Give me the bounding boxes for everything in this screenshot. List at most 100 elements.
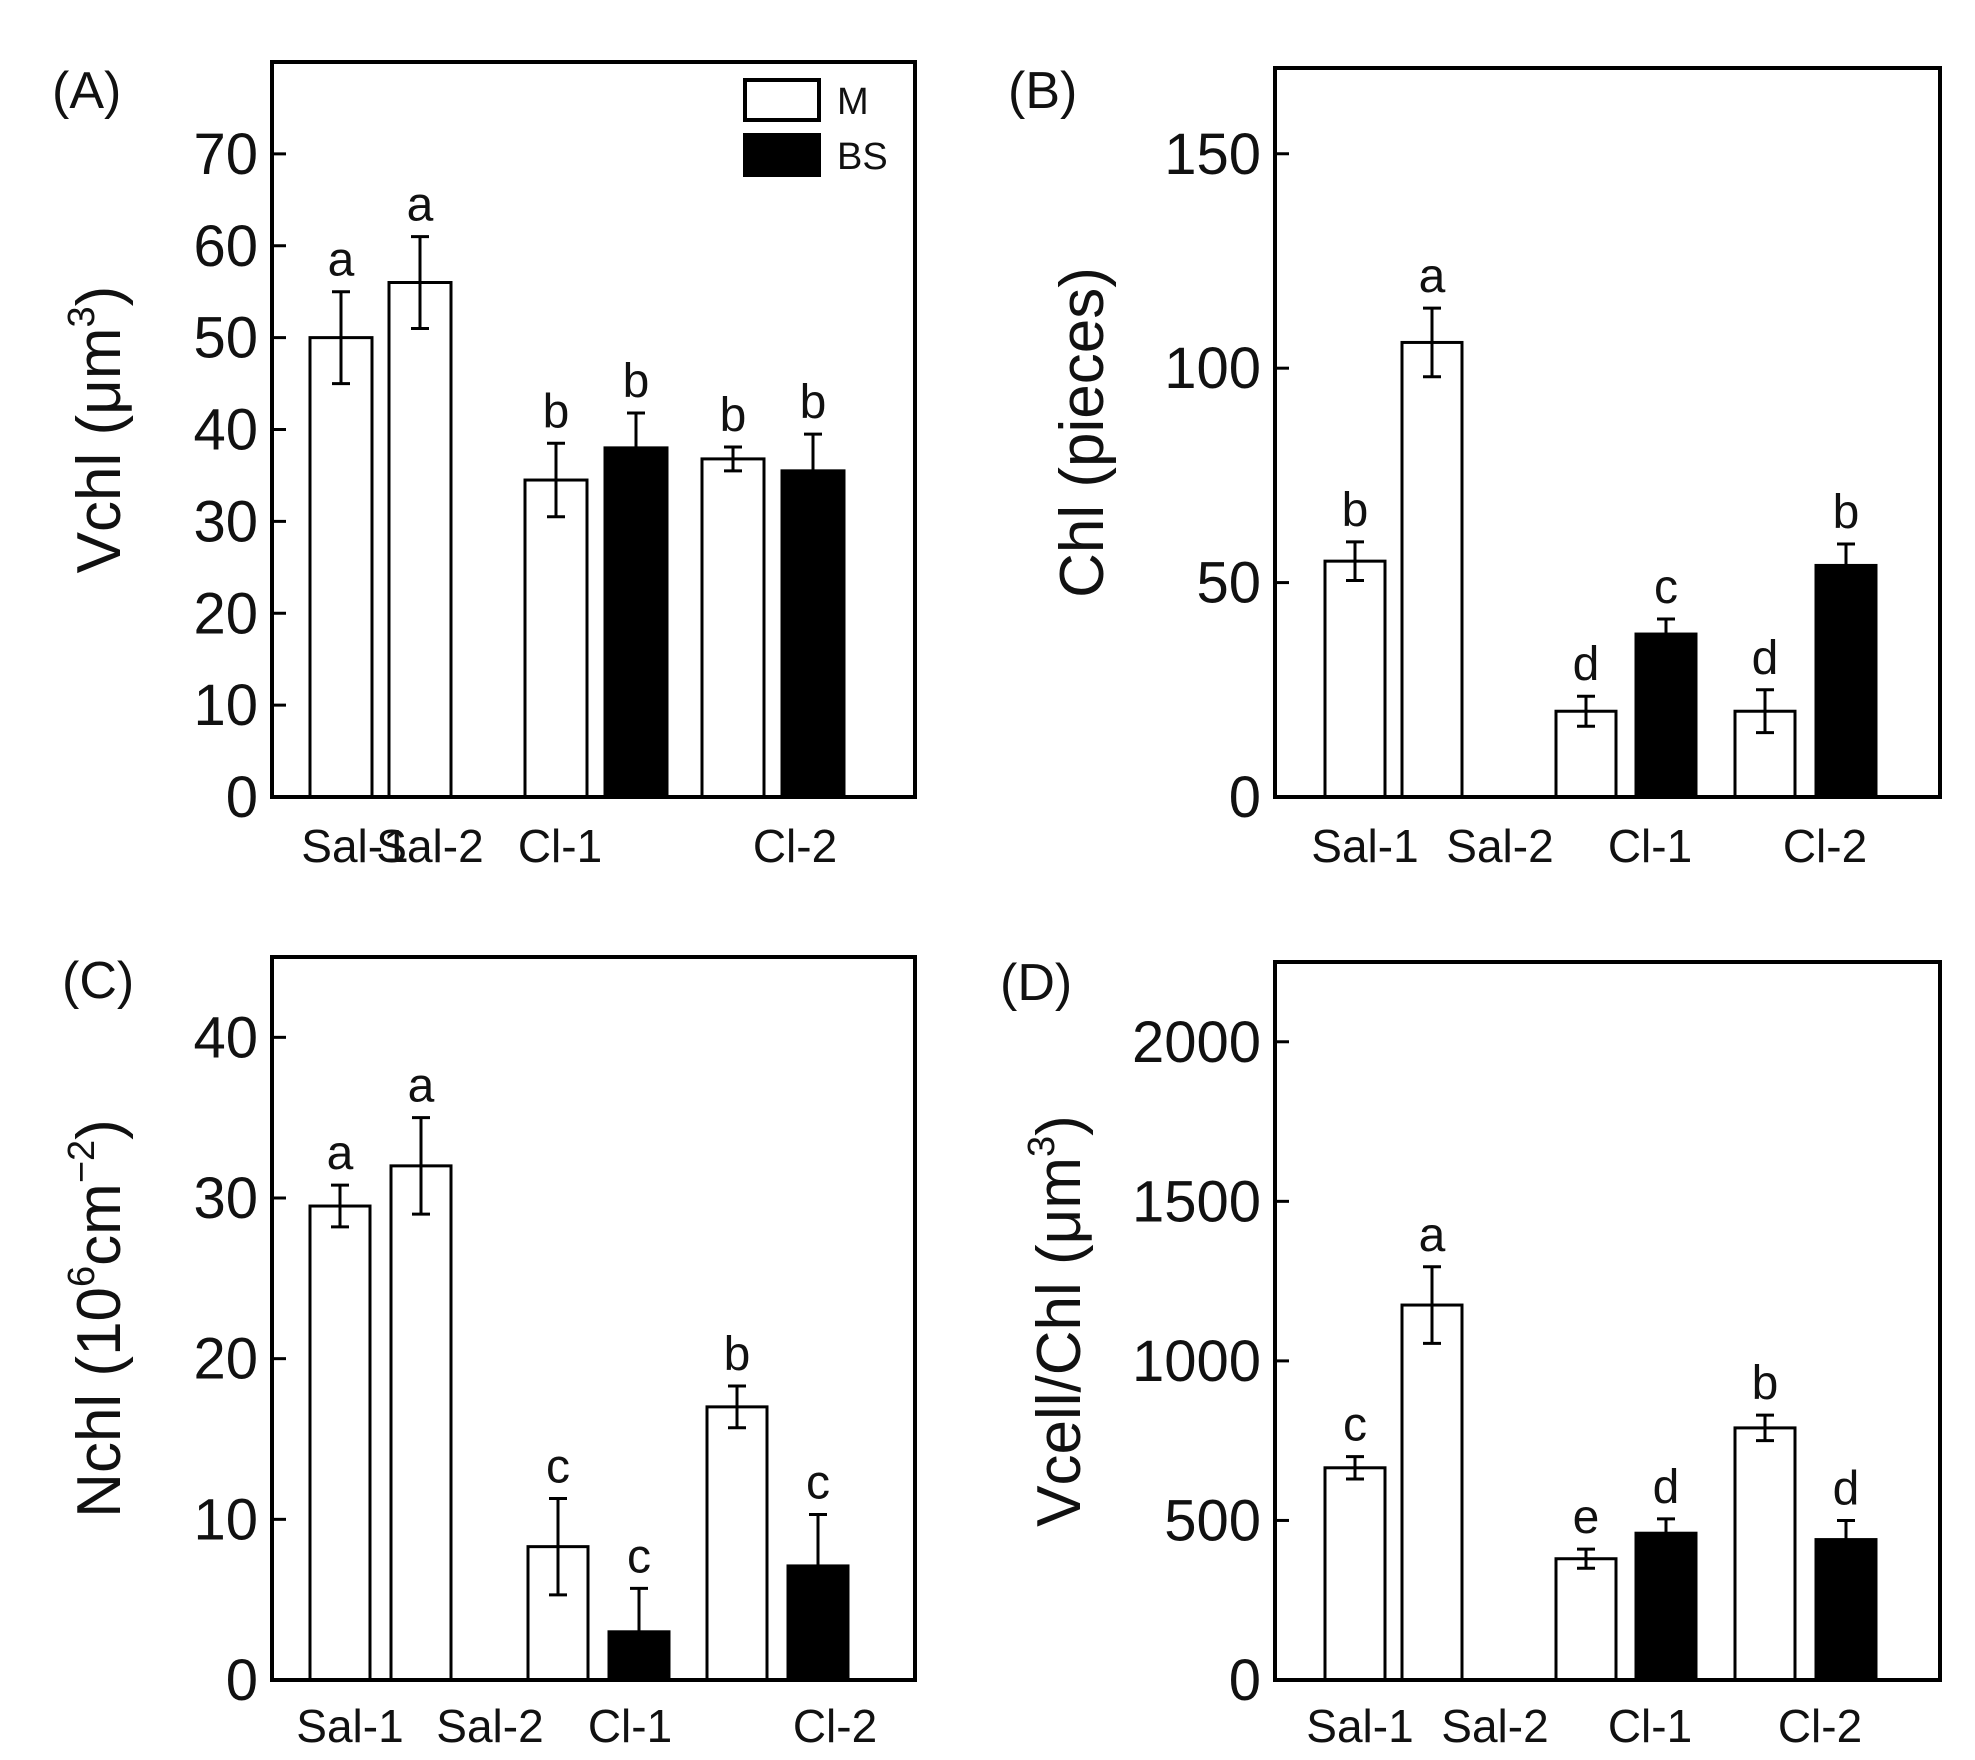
significance-label: c: [627, 1530, 651, 1583]
bar-sal-1-m: [1323, 559, 1387, 799]
error-bar: [1657, 1517, 1675, 1550]
bar-cl-2-m: [700, 457, 766, 799]
error-bar: [1657, 617, 1675, 651]
y-axis-label-main: Nchl (10: [65, 1287, 134, 1518]
bar-sal-2-m: [1400, 340, 1464, 799]
significance-label: b: [543, 385, 570, 438]
x-category-label: Cl-1: [1608, 820, 1692, 872]
error-bar: [1837, 542, 1855, 589]
y-axis-label: Vcell/Chl (μm3): [1021, 1115, 1094, 1527]
legend-swatch-bs: [743, 133, 821, 177]
error-bar: [1756, 688, 1774, 735]
bar-cl-1-bs: [1634, 632, 1698, 799]
legend-swatch-m: [743, 78, 821, 122]
bar-cl-1-m: [1554, 1557, 1618, 1682]
bar-sal-1-m: [1323, 1466, 1387, 1682]
y-tick-label: 60: [193, 214, 258, 279]
y-tick-label: 50: [193, 306, 258, 371]
y-axis-label: Nchl (106cm−2): [61, 1119, 134, 1518]
bar-sal-1-m: [308, 336, 374, 799]
legend: M BS: [743, 78, 888, 178]
error-bar: [627, 411, 645, 485]
y-tick-label: 100: [1164, 336, 1261, 401]
error-bar: [547, 441, 565, 519]
x-category-label: Sal-2: [376, 820, 483, 872]
y-axis-label-sup: 3: [61, 306, 103, 327]
significance-label: b: [720, 389, 747, 442]
y-axis-label-mid: cm: [65, 1183, 134, 1266]
bar-sal-1-m: [308, 1204, 372, 1682]
bar-cl-2-bs: [1814, 1538, 1878, 1682]
y-tick-label: 50: [1196, 551, 1261, 616]
bar-sal-2-m: [389, 1164, 453, 1682]
x-category-label: Cl-2: [1778, 1700, 1862, 1752]
significance-label: d: [1752, 632, 1779, 685]
error-bar: [1756, 1413, 1774, 1443]
y-tick-label: 30: [193, 489, 258, 554]
y-axis-label: Chl (pieces): [1048, 267, 1117, 598]
significance-label: d: [1573, 638, 1600, 691]
x-category-label: Sal-2: [1446, 820, 1553, 872]
plot-frame: [1273, 66, 1942, 799]
y-tick-label: 0: [226, 765, 258, 830]
error-bar: [1577, 694, 1595, 728]
y-axis-label-sup: 6: [61, 1266, 103, 1287]
panel-label: (C): [62, 952, 134, 1010]
x-category-label: Cl-2: [1783, 820, 1867, 872]
y-tick-label: 1500: [1132, 1169, 1261, 1234]
panel-label: (D): [1000, 954, 1072, 1012]
y-axis-label-main: Vchl (μm: [65, 327, 134, 573]
significance-label: b: [800, 376, 827, 429]
significance-label: a: [327, 1127, 354, 1180]
bar-sal-2-m: [1400, 1303, 1464, 1682]
y-tick-label: 70: [193, 122, 258, 187]
y-axis-label: Vchl (μm3): [61, 286, 134, 574]
error-bar: [630, 1586, 648, 1677]
error-bar: [1423, 1265, 1441, 1345]
y-tick-label: 0: [1229, 765, 1261, 830]
error-bar: [332, 290, 350, 386]
x-category-label: Sal-2: [1441, 1700, 1548, 1752]
significance-label: c: [546, 1440, 570, 1493]
x-category-label: Sal-2: [436, 1700, 543, 1752]
plot-frame: [270, 955, 917, 1682]
bar-cl-2-bs: [1814, 563, 1878, 799]
y-tick-label: 2000: [1132, 1010, 1261, 1075]
x-category-label: Cl-1: [588, 1700, 672, 1752]
y-axis-label-main: Chl (pieces): [1048, 267, 1117, 598]
y-axis-label-end: ): [1025, 1115, 1094, 1136]
y-axis-label-end: ): [65, 286, 134, 307]
x-category-label: Cl-1: [1608, 1700, 1692, 1752]
error-bar: [411, 235, 429, 330]
y-tick-label: 40: [193, 398, 258, 463]
significance-label: e: [1573, 1491, 1600, 1544]
significance-label: c: [1343, 1399, 1367, 1452]
significance-label: d: [1653, 1461, 1680, 1514]
bar-sal-2-m: [387, 281, 453, 799]
bar-cl-1-m: [523, 478, 589, 799]
y-axis-label-sup: 3: [1021, 1136, 1063, 1157]
panel-b: (B) b a d c d b 0 50 100 150 Sal-1 Sal-2 Cl-1 Cl-2 Chl …: [1008, 62, 1942, 872]
error-bar: [1577, 1547, 1595, 1570]
y-tick-label: 10: [193, 673, 258, 738]
legend-label-bs: BS: [837, 136, 888, 178]
y-tick-label: 40: [193, 1005, 258, 1070]
y-tick-label: 1000: [1132, 1329, 1261, 1394]
y-tick-label: 10: [193, 1487, 258, 1552]
plot-frame: [1273, 960, 1942, 1682]
panel-label: (A): [52, 62, 121, 120]
bar-cl-2-m: [705, 1405, 769, 1682]
y-tick-label: 0: [226, 1648, 258, 1713]
x-category-label: Sal-1: [301, 820, 408, 872]
significance-label: a: [408, 1060, 435, 1113]
significance-label: b: [1833, 486, 1860, 539]
y-tick-label: 0: [1229, 1648, 1261, 1713]
significance-label: a: [1419, 250, 1446, 303]
legend-label-m: M: [837, 81, 869, 123]
significance-label: a: [407, 179, 434, 232]
significance-label: c: [1654, 561, 1678, 614]
panel-label: (B): [1008, 62, 1077, 120]
